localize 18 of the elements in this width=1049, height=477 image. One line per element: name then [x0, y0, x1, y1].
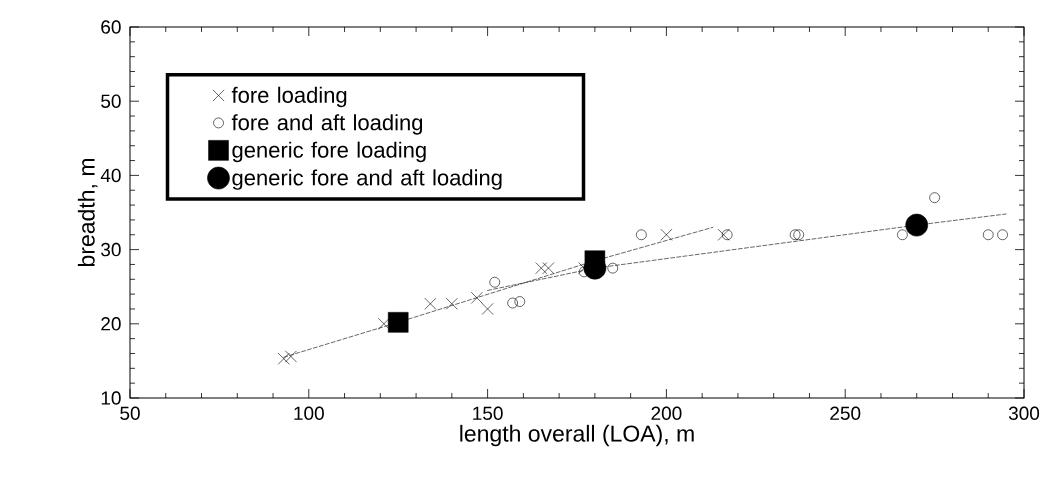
legend-label: fore loading — [231, 86, 347, 108]
x-axis-title: length overall (LOA), m — [460, 424, 694, 447]
y-tick-label: 50 — [101, 94, 121, 108]
y-tick-label: 20 — [101, 317, 121, 331]
legend-label: fore and aft loading — [231, 114, 423, 135]
y-tick-label: 40 — [100, 168, 121, 183]
legend-label: generic fore loading — [232, 141, 426, 163]
y-tick-label: 10 — [101, 391, 121, 405]
x-tick-label: 100 — [294, 406, 324, 420]
x-tick-label: 50 — [120, 406, 140, 420]
y-axis-title: breadth, m — [77, 159, 98, 266]
x-tick-label: 200 — [651, 406, 682, 420]
legend-label: generic fore and aft loading — [232, 169, 502, 190]
x-tick-label: 300 — [1008, 406, 1040, 420]
y-tick-label: 30 — [101, 242, 121, 257]
x-tick-label: 250 — [830, 406, 861, 420]
x-tick-label: 150 — [473, 406, 503, 420]
y-tick-label: 60 — [101, 20, 121, 34]
